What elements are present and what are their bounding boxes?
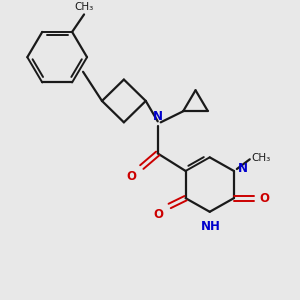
Text: N: N [153,110,163,123]
Text: O: O [127,170,137,183]
Text: O: O [260,192,270,205]
Text: NH: NH [201,220,221,232]
Text: CH₃: CH₃ [74,2,94,11]
Text: O: O [154,208,164,221]
Text: CH₃: CH₃ [252,153,271,163]
Text: N: N [238,161,248,175]
